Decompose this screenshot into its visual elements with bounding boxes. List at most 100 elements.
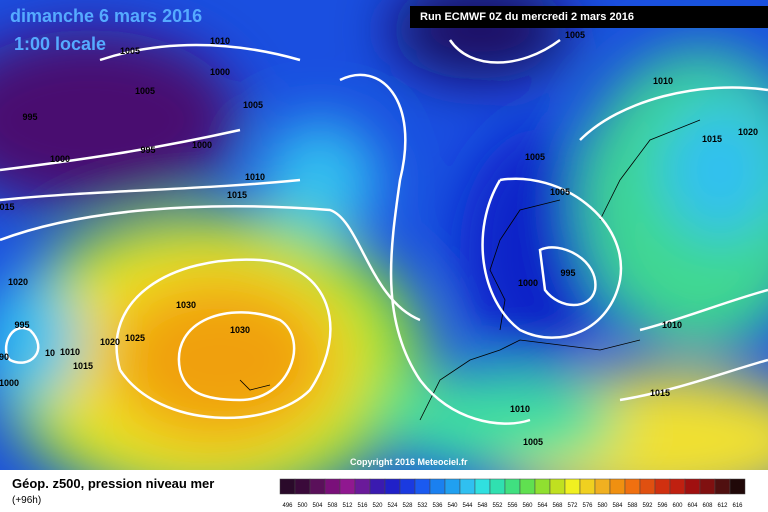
scale-swatch <box>354 478 371 495</box>
isobar-label: 995 <box>22 112 37 122</box>
scale-label: 540 <box>447 503 458 509</box>
scale-swatch <box>639 478 656 495</box>
isobar-label: 1000 <box>210 67 230 77</box>
scale-swatch <box>594 478 611 495</box>
isobar-label: 1000 <box>0 378 19 388</box>
scale-swatch <box>519 478 536 495</box>
copyright: Copyright 2016 Meteociel.fr <box>350 457 468 467</box>
isobar-label: 1015 <box>73 361 93 371</box>
isobar-label: 1025 <box>125 333 145 343</box>
isobar-label: 1005 <box>550 187 570 197</box>
scale-label: 584 <box>612 503 623 509</box>
scale-label: 500 <box>297 503 308 509</box>
scale-label: 568 <box>552 503 563 509</box>
isobar-label: 10 <box>45 348 55 358</box>
scale-label: 496 <box>282 503 293 509</box>
scale-swatch <box>294 478 311 495</box>
scale-swatch <box>684 478 701 495</box>
scale-label: 604 <box>687 503 698 509</box>
scale-swatch <box>654 478 671 495</box>
isobar-label: 1030 <box>230 325 250 335</box>
isobar-label: 995 <box>140 145 155 155</box>
isobar-label: 015 <box>0 202 15 212</box>
scale-swatch <box>369 478 386 495</box>
scale-label: 564 <box>537 503 548 509</box>
scale-label: 536 <box>432 503 443 509</box>
scale-label: 600 <box>672 503 683 509</box>
scale-label: 512 <box>342 503 353 509</box>
scale-label: 508 <box>327 503 338 509</box>
scale-label: 516 <box>357 503 368 509</box>
scale-label: 616 <box>732 503 743 509</box>
scale-swatch <box>444 478 461 495</box>
scale-swatch <box>579 478 596 495</box>
scale-label: 544 <box>462 503 473 509</box>
scale-label: 504 <box>312 503 323 509</box>
isobar-label: 1000 <box>192 140 212 150</box>
isobar-label: 1010 <box>510 404 530 414</box>
color-scale: 496 500 504 508 512 516 520 524 528 532 536 540 544 5… <box>279 478 746 509</box>
run-info: Run ECMWF 0Z du mercredi 2 mars 2016 <box>420 11 634 23</box>
scale-swatch <box>339 478 356 495</box>
scale-swatch <box>429 478 446 495</box>
scale-swatch <box>534 478 551 495</box>
scale-swatch <box>609 478 626 495</box>
scale-swatch <box>309 478 326 495</box>
scale-swatch <box>399 478 416 495</box>
scale-swatch <box>489 478 506 495</box>
isobar-label: 1005 <box>243 100 263 110</box>
scale-swatch <box>474 478 491 495</box>
isobar-label: 1005 <box>523 437 543 447</box>
scale-swatch <box>564 478 581 495</box>
isobar-label: 1000 <box>50 154 70 164</box>
scale-swatch <box>624 478 641 495</box>
isobar-label: 1015 <box>227 190 247 200</box>
scale-label: 548 <box>477 503 488 509</box>
scale-label: 552 <box>492 503 503 509</box>
scale-label: 572 <box>567 503 578 509</box>
isobar-label: 1020 <box>100 337 120 347</box>
scale-swatch <box>504 478 521 495</box>
isobar-label: 1000 <box>518 278 538 288</box>
legend-title: Géop. z500, pression niveau mer <box>12 476 214 491</box>
isobar-label: 995 <box>560 268 575 278</box>
scale-label: 612 <box>717 503 728 509</box>
lead-time: (+96h) <box>12 495 41 506</box>
isobar-label: 1005 <box>525 152 545 162</box>
time: 1:00 locale <box>14 34 106 54</box>
isobar-label: 1010 <box>662 320 682 330</box>
isobar-label: 1020 <box>8 277 28 287</box>
isobar-label: 1010 <box>653 76 673 86</box>
scale-label: 580 <box>597 503 608 509</box>
scale-swatch <box>699 478 716 495</box>
scale-label: 608 <box>702 503 713 509</box>
scale-label: 576 <box>582 503 593 509</box>
isobar-label: 1005 <box>120 46 140 56</box>
scale-swatch <box>384 478 401 495</box>
scale-swatch <box>714 478 731 495</box>
scale-swatch <box>729 478 746 495</box>
scale-swatch <box>549 478 566 495</box>
scale-label: 560 <box>522 503 533 509</box>
scale-label: 556 <box>507 503 518 509</box>
scale-swatch <box>459 478 476 495</box>
scale-label: 528 <box>402 503 413 509</box>
isobar-label: 1005 <box>565 30 585 40</box>
isobar-label: 1005 <box>135 86 155 96</box>
date: dimanche 6 mars 2016 <box>10 6 202 26</box>
scale-label: 520 <box>372 503 383 509</box>
scale-label: 588 <box>627 503 638 509</box>
scale-swatch <box>669 478 686 495</box>
scale-swatch <box>414 478 431 495</box>
isobar-label: 1010 <box>60 347 80 357</box>
isobar-label: 90 <box>0 352 9 362</box>
isobar-label: 1030 <box>176 300 196 310</box>
isobar-label: 1010 <box>210 36 230 46</box>
isobar-label: 1010 <box>245 172 265 182</box>
isobar-label: 1015 <box>650 388 670 398</box>
isobar-label: 1015 <box>702 134 722 144</box>
scale-label: 532 <box>417 503 428 509</box>
run-box <box>410 6 768 28</box>
